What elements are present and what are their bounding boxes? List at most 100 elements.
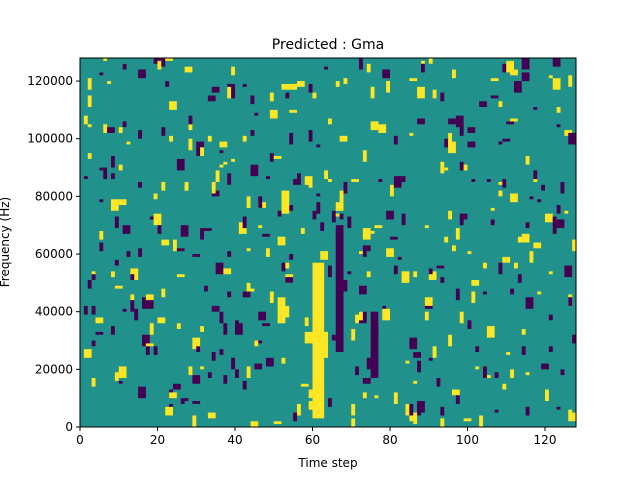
- heatmap-cell: [130, 300, 135, 312]
- heatmap-cell: [355, 314, 360, 324]
- heatmap-cell: [370, 86, 375, 99]
- heatmap-cell: [227, 173, 232, 185]
- heatmap-cell: [556, 219, 565, 229]
- heatmap-cell: [552, 58, 561, 67]
- heatmap-cell: [262, 233, 270, 237]
- y-tick-label: 40000: [35, 305, 73, 319]
- heatmap-cell: [308, 181, 313, 188]
- heatmap-cell: [308, 401, 313, 410]
- heatmap-band: [312, 331, 328, 358]
- heatmap-cell: [479, 415, 484, 427]
- heatmap-cell: [374, 225, 383, 229]
- heatmap-cell: [308, 389, 313, 399]
- heatmap-cell: [95, 317, 104, 324]
- heatmap-cell: [393, 392, 398, 404]
- heatmap-cell: [502, 179, 507, 188]
- heatmap-cell: [525, 156, 530, 165]
- heatmap-cell: [444, 138, 449, 148]
- heatmap-cell: [459, 161, 464, 171]
- heatmap-cell: [339, 190, 344, 203]
- heatmap-cell: [269, 153, 274, 162]
- heatmap-cell: [498, 262, 503, 275]
- heatmap-cell: [424, 297, 433, 306]
- heatmap-cell: [169, 135, 174, 142]
- heatmap-cell: [521, 328, 526, 335]
- heatmap-cell: [285, 277, 294, 283]
- heatmap-cell: [95, 331, 104, 335]
- heatmap-cell: [510, 288, 515, 295]
- heatmap-cell: [231, 66, 236, 76]
- heatmap-cell: [114, 259, 119, 266]
- heatmap-cell: [91, 305, 96, 315]
- heatmap-cell: [254, 340, 259, 347]
- x-tick-label: 80: [382, 433, 397, 447]
- heatmap-cell: [138, 181, 143, 188]
- heatmap-cell: [382, 308, 390, 321]
- heatmap-band: [370, 311, 379, 378]
- heatmap-cell: [502, 256, 507, 263]
- heatmap-cell: [552, 228, 557, 234]
- heatmap-cell: [417, 403, 422, 416]
- heatmap-cell: [188, 124, 193, 131]
- heatmap-cell: [401, 271, 410, 283]
- heatmap-cell: [498, 141, 503, 145]
- heatmap-cell: [428, 271, 437, 280]
- heatmap-cell: [448, 132, 453, 145]
- heatmap-cell: [428, 357, 433, 361]
- heatmap-cell: [231, 357, 236, 370]
- heatmap-cell: [289, 132, 294, 145]
- heatmap-cell: [304, 176, 313, 185]
- heatmap-cell: [118, 199, 127, 206]
- heatmap-cell: [436, 265, 445, 269]
- heatmap-cell: [498, 181, 507, 185]
- heatmap-cell: [494, 409, 499, 413]
- heatmap-cell: [545, 213, 553, 223]
- heatmap-cell: [266, 176, 270, 180]
- heatmap-cell: [506, 60, 514, 73]
- heatmap-cell: [428, 58, 433, 64]
- heatmap-cell: [277, 236, 286, 246]
- heatmap-cell: [331, 210, 336, 223]
- heatmap-cell: [548, 271, 553, 275]
- heatmap-cell: [138, 386, 146, 399]
- heatmap-cell: [99, 199, 104, 203]
- heatmap-cell: [560, 369, 565, 376]
- heatmap-cell: [459, 311, 464, 324]
- heatmap-cell: [382, 305, 387, 309]
- heatmap-cell: [417, 118, 425, 125]
- heatmap-cell: [440, 92, 445, 102]
- heatmap-cell: [409, 403, 414, 416]
- heatmap-cell: [231, 158, 236, 162]
- heatmap-cell: [452, 389, 460, 396]
- heatmap-cell: [269, 291, 274, 304]
- heatmap-cell: [514, 81, 522, 93]
- heatmap-cell: [386, 248, 394, 257]
- heatmap-cell: [525, 372, 530, 376]
- heatmap-cell: [409, 337, 418, 350]
- heatmap-cell: [440, 277, 445, 283]
- heatmap-cell: [424, 303, 433, 309]
- heatmap-cell: [335, 81, 340, 87]
- heatmap-cell: [142, 334, 150, 347]
- heatmap-cell: [444, 236, 449, 243]
- heatmap-cell: [316, 144, 321, 148]
- x-axis-label: Time step: [297, 456, 357, 470]
- heatmap-cell: [455, 288, 460, 301]
- heatmap-cell: [362, 245, 367, 257]
- heatmap-cell: [223, 268, 232, 275]
- plot-frame: [79, 57, 577, 428]
- heatmap-cell: [506, 121, 514, 125]
- heatmap-cell: [149, 323, 154, 335]
- heatmap-cell: [432, 346, 437, 358]
- heatmap-cell: [510, 69, 518, 76]
- heatmap-cell: [312, 92, 317, 99]
- heatmap-cell: [207, 372, 212, 378]
- heatmap-cell: [176, 248, 185, 252]
- heatmap-cell: [413, 380, 418, 384]
- heatmap-cell: [145, 343, 150, 355]
- heatmap-cell: [448, 141, 456, 154]
- heatmap-cell: [87, 95, 92, 108]
- heatmap-cell: [269, 109, 278, 119]
- heatmap-cell: [533, 242, 542, 249]
- heatmap-cell: [103, 124, 108, 133]
